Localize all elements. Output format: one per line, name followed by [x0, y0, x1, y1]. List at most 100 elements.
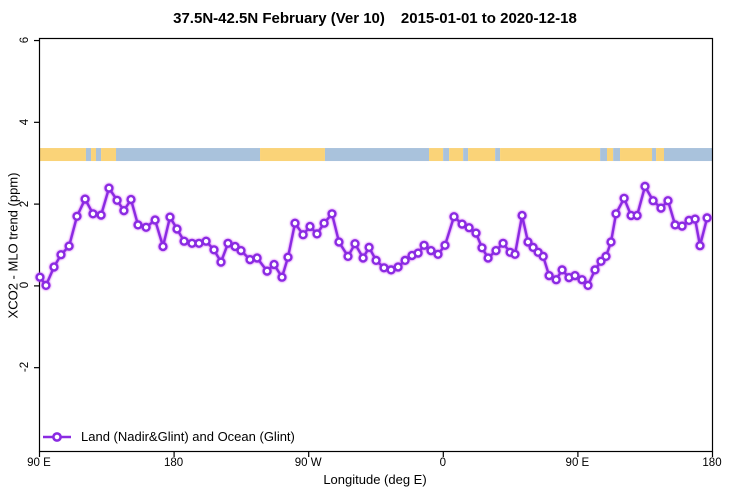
x-tick-label: 90 W — [294, 457, 322, 469]
data-point-marker — [209, 245, 219, 255]
data-point-marker — [350, 239, 360, 249]
data-point-marker — [371, 255, 381, 266]
strip-segment-land — [39, 148, 86, 162]
x-axis-label: Longitude (deg E) — [323, 472, 427, 487]
data-point-marker — [80, 194, 90, 204]
legend-label: Land (Nadir&Glint) and Ocean (Glint) — [81, 429, 295, 444]
data-point-marker — [245, 255, 255, 265]
data-point-marker — [464, 223, 474, 233]
data-point-marker — [544, 271, 554, 281]
strip-segment-land — [500, 148, 601, 162]
data-point-marker — [358, 253, 368, 263]
data-point-marker — [312, 229, 322, 239]
data-point-marker — [577, 275, 587, 285]
data-point-marker — [277, 272, 287, 282]
data-point-marker — [449, 212, 459, 222]
data-point-marker — [230, 241, 240, 252]
data-point-marker — [96, 210, 106, 220]
strip-segment-land — [468, 148, 496, 162]
data-point-marker — [510, 249, 520, 259]
strip-segment-ocean — [95, 148, 102, 162]
data-point-marker — [187, 238, 197, 248]
data-point-marker — [104, 183, 114, 193]
data-point-marker — [150, 215, 160, 225]
data-point-marker — [656, 203, 666, 213]
data-point-marker — [606, 237, 616, 247]
data-point-marker — [523, 237, 533, 247]
chart-title-daterange: 2015-01-01 to 2020-12-18 — [400, 10, 577, 27]
data-point-marker — [165, 212, 175, 222]
chart-title: 37.5N-42.5N February (Ver 10) 2015-01-01 … — [0, 10, 750, 27]
data-point-marker — [491, 246, 501, 256]
data-point-marker — [305, 221, 315, 232]
data-point-marker — [619, 193, 629, 203]
data-point-marker — [611, 209, 621, 219]
y-tick-label: 6 — [19, 36, 31, 44]
strip-segment-ocean — [463, 148, 469, 162]
strip-segment-ocean — [652, 148, 657, 162]
data-point-marker — [413, 248, 423, 258]
data-point-marker — [364, 242, 374, 253]
data-point-marker — [690, 214, 700, 224]
data-point-marker — [298, 230, 308, 240]
data-point-marker — [590, 265, 600, 275]
data-point-marker — [49, 262, 59, 272]
y-tick-label: 4 — [19, 118, 31, 126]
data-point-marker — [179, 236, 189, 246]
data-point-marker — [433, 249, 443, 259]
data-point-marker — [570, 271, 580, 281]
strip-segment-land — [260, 148, 325, 162]
data-point-marker — [670, 220, 680, 230]
x-tick-label: 90 E — [27, 457, 51, 469]
strip-segment-land — [656, 148, 664, 162]
data-point-marker — [498, 238, 508, 248]
plot-frame — [38, 37, 714, 453]
data-point-marker — [601, 251, 611, 262]
y-tick-label: -2 — [19, 362, 31, 373]
strip-segment-ocean — [600, 148, 608, 162]
data-point-marker — [327, 209, 337, 219]
data-point-marker — [41, 280, 51, 291]
data-point-marker — [172, 224, 182, 234]
data-point-marker — [386, 265, 396, 275]
data-point-marker — [252, 253, 262, 263]
x-tick-label: 180 — [702, 457, 722, 469]
data-point-marker — [269, 259, 279, 270]
x-tick-label: 0 — [439, 457, 446, 469]
data-point-marker — [583, 280, 593, 291]
data-point-marker — [158, 241, 168, 252]
data-point-marker — [126, 194, 136, 205]
data-point-marker — [648, 196, 658, 206]
data-point-marker — [283, 252, 293, 262]
data-point-marker — [141, 222, 151, 232]
data-point-marker — [379, 263, 389, 273]
data-point-marker — [663, 196, 673, 206]
data-point-marker — [419, 240, 429, 250]
data-point-marker — [640, 181, 650, 192]
strip-segment-land — [101, 148, 117, 162]
data-point-marker — [262, 266, 272, 276]
strip-segment-ocean — [443, 148, 450, 162]
data-point-marker — [393, 262, 403, 272]
data-point-marker — [557, 265, 567, 275]
data-point-marker — [677, 221, 687, 231]
data-point-marker — [632, 210, 642, 221]
data-point-marker — [477, 243, 487, 253]
series-line — [39, 183, 709, 288]
data-point-marker — [457, 219, 467, 229]
data-point-marker — [334, 237, 344, 247]
y-tick-label: 2 — [19, 200, 31, 207]
strip-segment-ocean — [663, 148, 712, 162]
strip-segment-land — [607, 148, 614, 162]
y-tick-label: 0 — [19, 282, 31, 289]
strip-segment-land — [620, 148, 653, 162]
data-point-marker — [400, 255, 410, 266]
data-point-marker — [471, 228, 481, 238]
data-point-marker — [201, 236, 211, 246]
data-point-marker — [695, 241, 705, 251]
data-point-marker — [133, 220, 143, 230]
data-point-marker — [88, 209, 98, 219]
data-point-marker — [236, 246, 246, 256]
